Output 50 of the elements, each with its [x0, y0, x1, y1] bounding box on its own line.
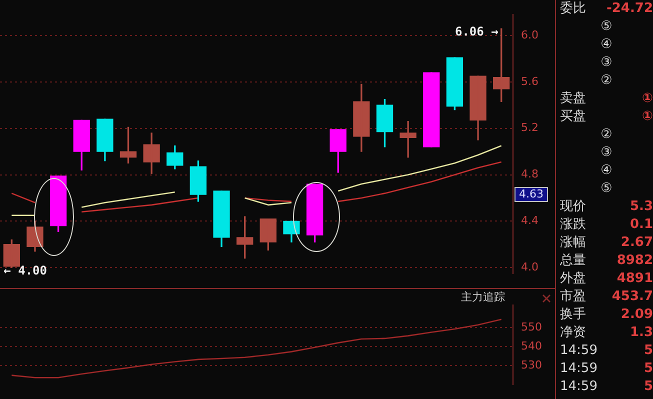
candlestick — [120, 126, 137, 164]
text: 现价 5.3 — [560, 199, 653, 214]
text: ④ — [600, 162, 612, 180]
y-tick-label: 5.6 — [521, 74, 538, 88]
text: 买盘 ① — [560, 109, 653, 124]
candlestick — [190, 160, 207, 202]
y-tick-label: 6.0 — [521, 28, 538, 42]
candlestick — [423, 72, 440, 148]
candlestick — [330, 129, 346, 173]
y-tick-label: 4.0 — [521, 260, 538, 274]
text: 外盘 4891 — [560, 271, 653, 286]
y-tick-label: 530 — [521, 358, 542, 372]
text: 卖盘 ① — [560, 91, 653, 106]
chart-title: 主力追踪 — [461, 290, 505, 304]
annotation: 6.06 → — [454, 24, 498, 39]
text: ④ — [600, 36, 612, 54]
candlestick — [143, 132, 160, 174]
text: ⑤ — [600, 18, 612, 36]
text: ② — [600, 126, 612, 144]
text: ⑤ — [600, 180, 612, 198]
candlestick — [213, 190, 230, 248]
text: 市盈 453.7 — [560, 289, 653, 304]
annotation: ← 4.00 — [4, 264, 48, 278]
text: 换手 2.09 — [560, 307, 653, 322]
text: 涨跌 0.1 — [560, 217, 653, 232]
text: 14:59 5 — [560, 379, 653, 394]
y-tick-label: 4.8 — [521, 168, 538, 181]
text: 净资 1.3 — [560, 325, 653, 340]
text: ③ — [600, 54, 612, 72]
candlestick — [353, 84, 370, 152]
candlestick — [400, 121, 416, 158]
text: 总量 8982 — [560, 253, 653, 268]
annotation: 4.63 — [519, 187, 544, 200]
candlestick — [260, 218, 276, 251]
candlestick — [73, 120, 90, 170]
y-tick-label: 5.2 — [521, 121, 538, 134]
text: 涨幅 2.67 — [560, 235, 653, 250]
y-tick-label: 540 — [521, 339, 542, 352]
text: 14:59 5 — [560, 343, 653, 358]
y-tick-label: 4.4 — [521, 214, 538, 228]
text: 委比 -24.72 — [560, 1, 653, 16]
y-tick-label: 550 — [521, 320, 542, 334]
text: 14:59 5 — [560, 361, 653, 376]
text: ② — [600, 72, 612, 90]
candlestick — [3, 239, 20, 268]
candlestick — [470, 76, 486, 140]
candlestick — [166, 145, 184, 170]
candlestick — [446, 57, 464, 110]
candlestick — [96, 118, 114, 162]
text: ③ — [600, 144, 612, 162]
